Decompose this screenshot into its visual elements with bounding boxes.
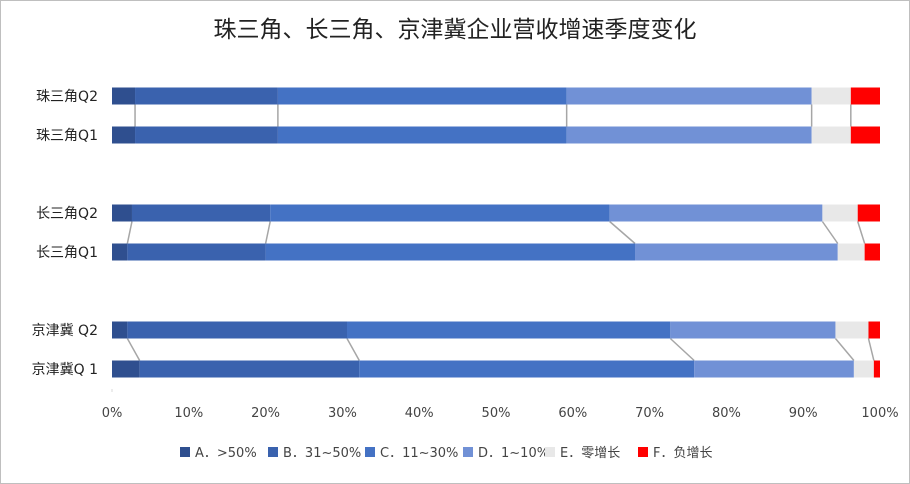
- bar-segment: [835, 321, 869, 339]
- legend-swatch: [180, 447, 190, 457]
- bar-segment: [135, 87, 278, 105]
- legend-swatch: [545, 447, 555, 457]
- bar-segment: [277, 126, 567, 144]
- bar-segment: [837, 243, 865, 261]
- bar-segment: [811, 126, 851, 144]
- legend-swatch: [268, 447, 278, 457]
- category-label: 珠三角Q2: [36, 89, 98, 105]
- bar-segment: [265, 243, 636, 261]
- x-tick-label: 60%: [558, 406, 587, 421]
- series-line: [834, 338, 855, 361]
- category-label: 珠三角Q1: [36, 128, 98, 144]
- bar-segment: [347, 321, 671, 339]
- legend-label: B．31~50%: [283, 446, 361, 461]
- legend-label: A．>50%: [195, 446, 257, 461]
- bar-segment: [670, 321, 836, 339]
- bar-segment: [112, 126, 136, 144]
- legend-swatch: [463, 447, 473, 457]
- legend-swatch: [365, 447, 375, 457]
- bar-segment: [822, 204, 858, 222]
- bar-segment: [853, 360, 874, 378]
- category-label: 京津冀 Q2: [32, 323, 98, 339]
- legend-swatch: [638, 447, 648, 457]
- bar-segment: [135, 126, 278, 144]
- series-line: [857, 221, 866, 244]
- bar-segment: [857, 204, 880, 222]
- category-label: 长三角Q2: [36, 206, 98, 222]
- x-tick-label: 70%: [635, 406, 664, 421]
- category-label: 长三角Q1: [36, 245, 98, 261]
- bar-segment: [850, 87, 880, 105]
- bar-segment: [811, 87, 851, 105]
- x-tick-label: 50%: [482, 406, 511, 421]
- series-line: [264, 221, 271, 244]
- bar-segment: [566, 126, 812, 144]
- bar-segment: [112, 360, 140, 378]
- series-line: [609, 220, 636, 245]
- chart-title: 珠三角、长三角、京津冀企业营收增速季度变化: [213, 17, 697, 43]
- series-line: [821, 221, 839, 244]
- x-tick-label: 30%: [328, 406, 357, 421]
- series-line: [126, 338, 141, 361]
- bar-segment: [139, 360, 360, 378]
- bar-segment: [566, 87, 812, 105]
- bar-segment: [873, 360, 880, 378]
- bar-segment: [359, 360, 695, 378]
- series-line: [867, 338, 875, 361]
- bar-segment: [127, 321, 348, 339]
- bar-segment: [850, 126, 880, 144]
- series-line: [126, 221, 133, 244]
- x-tick-label: 10%: [174, 406, 203, 421]
- series-line: [346, 338, 360, 361]
- legend-label: E．零增长: [560, 446, 620, 461]
- x-tick-label: 80%: [712, 406, 741, 421]
- x-tick-label: 20%: [251, 406, 280, 421]
- bar-segment: [864, 243, 880, 261]
- bar-segment: [112, 204, 132, 222]
- x-tick-label: 90%: [789, 406, 818, 421]
- bar-segment: [112, 87, 136, 105]
- category-label: 京津冀Q 1: [32, 362, 98, 378]
- bar-segment: [868, 321, 880, 339]
- bar-segment: [609, 204, 823, 222]
- bar-segment: [112, 321, 128, 339]
- bar-segment: [694, 360, 854, 378]
- bar-segment: [131, 204, 271, 222]
- series-line: [669, 337, 695, 362]
- legend-label: C．11~30%: [380, 446, 458, 461]
- bar-segment: [277, 87, 567, 105]
- bar-segment: [127, 243, 266, 261]
- legend-label: F．负增长: [653, 446, 712, 461]
- bar-segment: [112, 243, 128, 261]
- x-tick-label: 100%: [861, 406, 898, 421]
- legend-label: D．1~10%: [478, 446, 549, 461]
- bar-segment: [635, 243, 838, 261]
- x-tick-label: 40%: [405, 406, 434, 421]
- bar-segment: [270, 204, 610, 222]
- x-tick-label: 0%: [102, 406, 123, 421]
